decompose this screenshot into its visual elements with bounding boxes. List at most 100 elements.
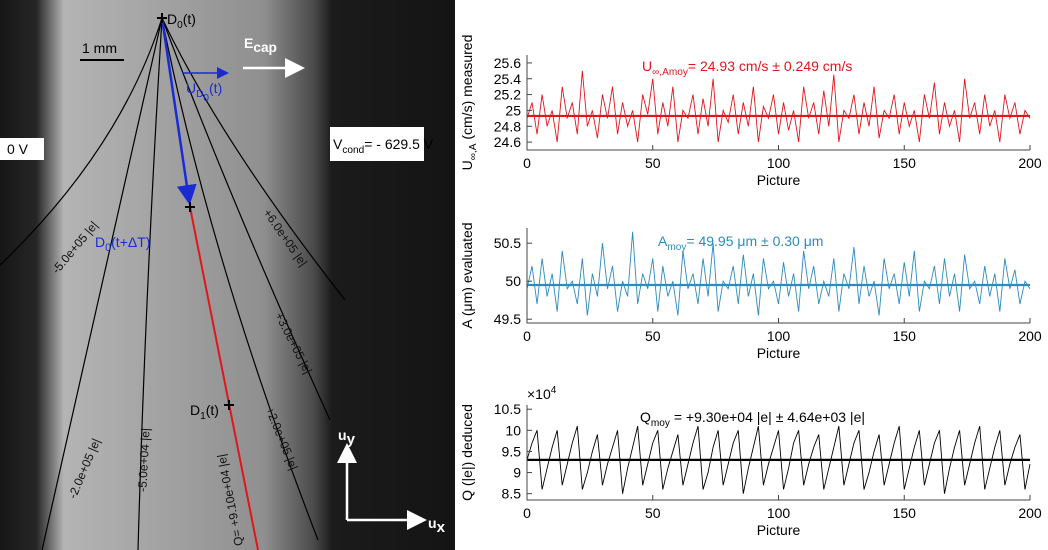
field-line xyxy=(161,17,331,421)
y-axis-label: A (μm) evaluated xyxy=(459,222,475,328)
text-part: D xyxy=(190,402,200,418)
field-line xyxy=(41,17,163,550)
x-tick-label: 0 xyxy=(523,155,531,171)
text-part: (t) xyxy=(183,11,196,27)
text-part: (t+ΔT) xyxy=(111,234,150,250)
text-part: U xyxy=(459,160,475,170)
x-axis-label: Picture xyxy=(757,172,801,188)
text-part: 1 xyxy=(200,411,206,422)
y-tick-label: 24.8 xyxy=(494,118,521,134)
y-tick-label: 49.5 xyxy=(494,311,521,327)
text-part: moy xyxy=(667,242,687,253)
text-part: ∞,A xyxy=(468,143,479,160)
data-line xyxy=(526,70,1031,143)
y-axis-label: U∞,A (cm/s) measured xyxy=(459,35,479,171)
y-tick-label: 25.4 xyxy=(494,71,521,87)
y-tick-label: 25.6 xyxy=(494,55,521,71)
text-part: m) evaluated xyxy=(459,222,475,303)
x-tick-label: 100 xyxy=(767,505,791,521)
field-line xyxy=(137,17,163,550)
y-tick-label: 9 xyxy=(513,465,521,481)
point-label: D0(t) xyxy=(167,11,196,31)
micrograph xyxy=(0,0,455,550)
trajectory xyxy=(189,206,259,550)
text-part: ∞,Amoy xyxy=(652,67,689,78)
x-tick-label: 150 xyxy=(893,505,917,521)
point-markers xyxy=(157,13,234,410)
y-tick-label: 10 xyxy=(505,422,521,438)
text-part: E xyxy=(244,35,253,51)
text-part: cond xyxy=(342,145,364,156)
data-line xyxy=(526,425,1031,494)
text-part: (cm/s) measured xyxy=(459,35,475,144)
text-part: x xyxy=(437,519,446,536)
x-axis-label: Picture xyxy=(757,345,801,361)
x-tick-label: 0 xyxy=(523,505,531,521)
field-line xyxy=(161,17,319,541)
text-part: = - 629.5 V xyxy=(364,136,434,152)
x-tick-label: 200 xyxy=(1018,328,1042,344)
text-part: μ xyxy=(459,303,475,311)
x-tick-label: 0 xyxy=(523,328,531,344)
x-tick-label: 200 xyxy=(1018,505,1042,521)
voltage-label: Vcond= - 629.5 V xyxy=(333,136,434,156)
y-tick-label: 25.2 xyxy=(494,87,521,103)
text-part: (t) xyxy=(209,80,222,96)
scale-label: 1 mm xyxy=(82,40,117,56)
text-part: 0 xyxy=(203,93,209,104)
x-tick-label: 50 xyxy=(645,505,661,521)
y-axis-label: Q (|e|) deduced xyxy=(459,404,475,501)
x-tick-label: 200 xyxy=(1018,155,1042,171)
mean-annotation: U∞,Amoy= 24.93 cm/s ± 0.249 cm/s xyxy=(642,58,852,78)
text-part: u xyxy=(428,515,437,531)
text-part: 0 xyxy=(105,242,111,254)
text-part: = 24.93 cm/s ± 0.249 cm/s xyxy=(688,58,852,74)
field-line xyxy=(0,17,163,266)
x-tick-label: 50 xyxy=(645,328,661,344)
text-part: Q xyxy=(640,409,651,425)
field-line xyxy=(161,17,346,301)
x-tick-label: 50 xyxy=(645,155,661,171)
x-tick-label: 100 xyxy=(767,155,791,171)
text-part: A ( xyxy=(459,311,475,328)
data-line xyxy=(526,231,1031,316)
y-tick-label: 8.5 xyxy=(502,486,522,502)
axis-multiplier: ×104 xyxy=(527,385,557,402)
image-panel: 1 mm 0 V xyxy=(0,0,455,550)
text-part: y xyxy=(347,431,356,448)
x-tick-label: 150 xyxy=(893,328,917,344)
y-tick-label: 24.6 xyxy=(494,134,521,150)
x-tick-label: 150 xyxy=(893,155,917,171)
text-part: D xyxy=(196,89,203,100)
text-part: D xyxy=(95,234,105,250)
text-part: moy xyxy=(651,418,671,429)
x-axis-label: Picture xyxy=(757,522,801,538)
axis-label: ux xyxy=(428,515,446,536)
text-part: U xyxy=(642,58,652,74)
text-part: u xyxy=(338,427,347,443)
x-tick-label: 100 xyxy=(767,328,791,344)
text-part: A xyxy=(658,233,668,249)
axis-label: uy xyxy=(338,427,356,448)
curve-label: -5.0e+04 |e| xyxy=(135,427,152,492)
mean-annotation: Amoy= 49.95 μm ± 0.30 μm xyxy=(658,233,823,253)
field-label: Ecap xyxy=(244,35,277,55)
displacement-arrow xyxy=(160,17,197,205)
text-part: (t) xyxy=(206,402,219,418)
y-tick-label: 50.5 xyxy=(494,235,521,251)
y-tick-label: 50 xyxy=(505,273,521,289)
text-part: V xyxy=(333,136,343,152)
point-label: D0(t+ΔT) xyxy=(95,234,150,254)
text-part: cap xyxy=(253,40,277,55)
label-box xyxy=(0,138,44,160)
text-part: = +9.30e+04 |e| ± 4.64e+03 |e| xyxy=(670,409,865,425)
y-tick-label: 10.5 xyxy=(494,401,521,417)
velocity-label: UD0(t) xyxy=(186,80,222,104)
point-label: D1(t) xyxy=(190,402,219,422)
text-part: Q (|e|) deduced xyxy=(459,404,475,501)
label-box xyxy=(330,127,424,161)
text-part: U xyxy=(186,80,196,96)
text-part: 4 xyxy=(551,385,557,396)
text-part: ×10 xyxy=(527,386,551,402)
